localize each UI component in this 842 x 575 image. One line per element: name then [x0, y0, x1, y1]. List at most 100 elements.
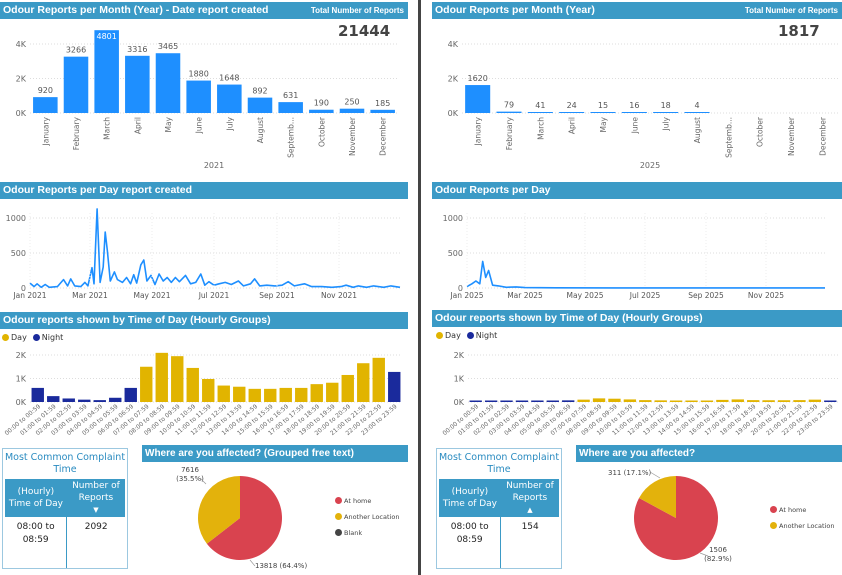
left-month-data-label: 920 — [38, 86, 53, 95]
legend-at-home[interactable]: At home — [770, 502, 834, 518]
left-day-xtick: Jul 2021 — [198, 291, 230, 300]
left-day-xtick: May 2021 — [133, 291, 170, 300]
right-month-data-label: 1620 — [467, 74, 487, 83]
left-month-month-label: May — [164, 116, 173, 132]
right-hour-bar — [808, 399, 822, 402]
right-month-data-label: 41 — [535, 101, 545, 110]
left-month-ytick: 0K — [16, 109, 27, 118]
right-hour-bar — [824, 400, 837, 402]
cell-count: 2092 — [84, 522, 108, 532]
right-hour-bar — [747, 400, 760, 402]
left-pie-legend[interactable]: At home Another Location Blank — [335, 493, 399, 541]
left-month-bar — [125, 55, 150, 113]
right-month-data-label: 18 — [661, 101, 671, 110]
col-number-of-reports[interactable]: Number of Reports ▼ — [66, 479, 125, 517]
right-month-bar — [590, 112, 616, 113]
right-pie-slice-pct: (82.9%) — [704, 555, 732, 563]
right-month-month-label: March — [536, 117, 545, 140]
cell-time: 08:00 to 08:59 — [439, 517, 502, 568]
day-dot-icon — [436, 332, 443, 339]
left-month-data-label: 1648 — [219, 74, 239, 83]
another-location-dot-icon — [335, 513, 342, 520]
left-day-xtick: Nov 2021 — [321, 291, 357, 300]
right-hour-bar — [469, 400, 482, 402]
right-hour-bar — [608, 398, 621, 402]
right-day-ytick: 1000 — [443, 214, 463, 223]
right-pie-legend[interactable]: At home Another Location — [770, 502, 834, 534]
right-pie-title: Where are you affected? — [579, 448, 696, 459]
card-title: Most Common Complaint Time — [438, 452, 560, 475]
left-day-xtick: Jan 2021 — [12, 291, 46, 300]
left-pie-header: Where are you affected? (Grouped free te… — [142, 445, 408, 462]
col-time-of-day[interactable]: (Hourly) Time of Day — [5, 479, 67, 517]
legend-day[interactable]: Day — [2, 333, 27, 342]
legend-night[interactable]: Night — [32, 333, 63, 342]
right-hour-bar — [592, 398, 606, 402]
left-hour-bar — [341, 374, 354, 402]
left-pie-slice — [206, 476, 283, 560]
col-number-of-reports[interactable]: Number of Reports ▲ — [500, 479, 559, 517]
left-month-bar — [155, 53, 181, 113]
left-month-month-label: Septemb... — [287, 117, 296, 158]
right-month-ytick: 2K — [448, 75, 459, 84]
left-month-bar — [309, 109, 334, 113]
right-hour-bar — [546, 400, 559, 402]
card-title: Most Common Complaint Time — [4, 452, 126, 475]
left-month-data-label: 3316 — [127, 45, 147, 54]
left-hour-bar — [326, 382, 339, 402]
left-pie-slice-label: 13818 (64.4%) — [255, 562, 307, 570]
left-day-ytick: 500 — [11, 249, 26, 258]
left-hour-bar — [357, 363, 370, 402]
right-day-xtick: Jan 2025 — [449, 291, 483, 300]
right-day-line — [466, 260, 825, 289]
right-month-month-label: December — [818, 116, 827, 156]
left-hour-legend[interactable]: Day Night — [2, 333, 63, 342]
right-hour-bar — [577, 399, 590, 402]
left-month-title: Odour Reports per Month (Year) - Date re… — [3, 4, 269, 16]
left-month-bar — [217, 84, 242, 113]
left-hour-bar — [78, 399, 91, 402]
right-day-ytick: 0 — [458, 284, 463, 293]
left-month-month-label: January — [41, 116, 50, 146]
left-month-ytick: 4K — [16, 40, 27, 49]
right-day-xtick: Mar 2025 — [507, 291, 543, 300]
left-month-month-label: October — [317, 116, 326, 147]
right-month-bar — [559, 112, 585, 113]
left-month-data-label: 631 — [283, 91, 298, 100]
legend-night[interactable]: Night — [466, 331, 497, 340]
left-hour-bar — [233, 386, 246, 402]
left-hour-bar — [372, 357, 385, 402]
left-pie-title: Where are you affected? (Grouped free te… — [145, 448, 354, 459]
left-month-bar — [186, 80, 211, 113]
legend-blank[interactable]: Blank — [335, 525, 399, 541]
right-hour-bar — [700, 400, 714, 402]
left-hour-bar — [109, 397, 122, 402]
right-month-month-label: November — [787, 116, 796, 156]
left-day-ytick: 0 — [21, 284, 26, 293]
left-month-bar — [247, 97, 273, 113]
left-hour-bar — [217, 385, 230, 402]
left-day-ytick: 1000 — [6, 214, 26, 223]
legend-another-location[interactable]: Another Location — [770, 518, 834, 534]
left-month-month-label: July — [225, 116, 234, 131]
right-month-year-label: 2025 — [640, 161, 660, 170]
right-hour-legend[interactable]: Day Night — [436, 331, 497, 340]
right-month-month-label: April — [568, 117, 577, 134]
right-hour-ytick: 2K — [454, 351, 465, 360]
left-hour-title: Odour reports shown by Time of Day (Hour… — [3, 314, 271, 326]
right-hour-bar — [685, 400, 698, 402]
right-day-title: Odour Reports per Day — [435, 184, 551, 196]
left-month-bar — [278, 102, 303, 113]
left-pie-slice-pct: (35.5%) — [176, 475, 204, 483]
panel-divider — [418, 0, 421, 575]
col-time-of-day[interactable]: (Hourly) Time of Day — [439, 479, 501, 517]
another-location-dot-icon — [770, 522, 777, 529]
right-month-bar — [653, 112, 679, 113]
legend-day[interactable]: Day — [436, 331, 461, 340]
left-month-header: Odour Reports per Month (Year) - Date re… — [0, 2, 408, 19]
left-hour-bar — [62, 398, 75, 402]
left-hour-bar — [171, 356, 184, 402]
legend-another-location[interactable]: Another Location — [335, 509, 399, 525]
left-hour-bar — [202, 378, 215, 402]
legend-at-home[interactable]: At home — [335, 493, 399, 509]
